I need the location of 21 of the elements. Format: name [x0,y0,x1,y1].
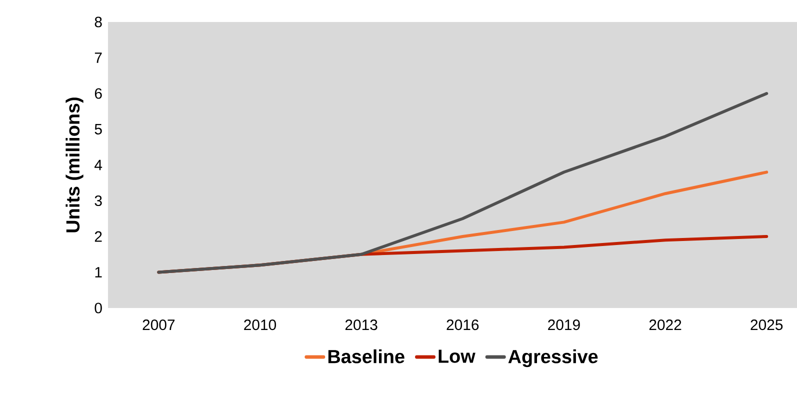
y-tick-label: 6 [94,88,102,99]
line-series [157,92,768,274]
x-tick-label: 2016 [446,320,479,330]
legend-label: Low [438,350,476,363]
x-tick-label: 2022 [649,320,682,330]
y-tick-label: 0 [94,302,102,314]
y-tick-label: 3 [94,195,102,206]
y-tick-label: 8 [94,16,102,28]
y-tick-label: 5 [94,124,102,134]
x-tick-label: 2010 [244,320,276,330]
legend-label: Baseline [328,349,404,364]
x-tick-label: 2025 [750,320,783,330]
x-tick-label: 2013 [345,320,378,330]
y-tick-label: 4 [94,160,102,170]
x-tick-label: 2019 [548,320,580,330]
y-axis-title: Units (millions) [66,98,84,232]
legend-label: Agressive [508,349,598,368]
y-tick-label: 1 [95,267,102,278]
x-tick-label: 2007 [142,320,175,330]
y-tick-label: 7 [94,52,102,63]
y-tick-label: 2 [94,231,102,242]
